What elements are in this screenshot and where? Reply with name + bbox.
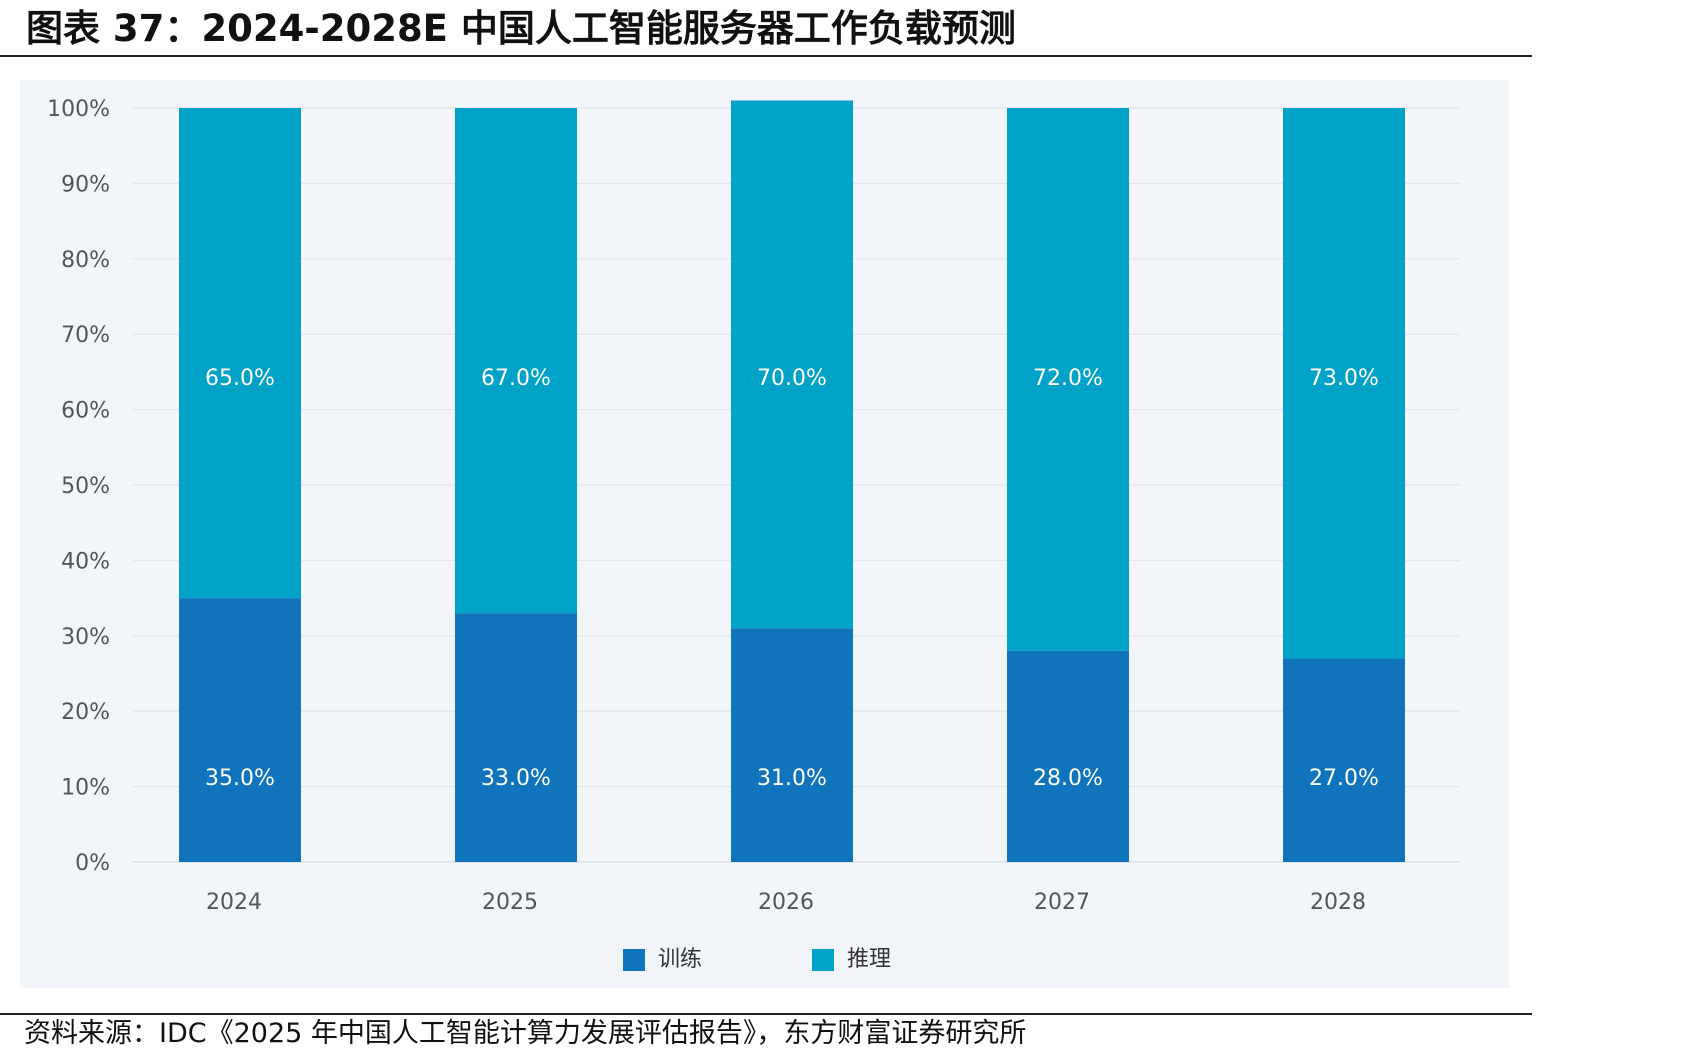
data-label: 27.0%	[1309, 766, 1379, 791]
bar-segment-training	[731, 628, 853, 862]
y-tick-label: 60%	[61, 399, 110, 424]
bar-segment-training	[1007, 650, 1129, 862]
y-tick-label: 90%	[61, 172, 110, 197]
data-label: 33.0%	[481, 766, 551, 791]
data-label: 35.0%	[205, 766, 275, 791]
y-tick-label: 0%	[75, 851, 110, 876]
legend-swatch-inference	[812, 949, 834, 971]
y-tick-label: 40%	[61, 549, 110, 574]
y-tick-label: 10%	[61, 776, 110, 801]
bar-segment-training	[1283, 658, 1405, 862]
legend-swatch-training	[623, 949, 645, 971]
y-tick-label: 20%	[61, 700, 110, 725]
y-tick-label: 100%	[47, 97, 110, 122]
y-tick-label: 80%	[61, 248, 110, 273]
data-label: 72.0%	[1033, 366, 1103, 391]
bar-segment-inference	[1007, 108, 1129, 651]
data-label: 28.0%	[1033, 766, 1103, 791]
x-tick-label: 2025	[482, 890, 538, 915]
data-label: 31.0%	[757, 766, 827, 791]
bar-segment-inference	[731, 100, 853, 629]
data-label: 73.0%	[1309, 366, 1379, 391]
legend-label-inference: 推理	[847, 947, 892, 972]
y-tick-label: 50%	[61, 474, 110, 499]
x-tick-label: 2024	[206, 890, 262, 915]
bar-segment-training	[455, 613, 577, 862]
data-label: 65.0%	[205, 366, 275, 391]
legend-item-inference: 推理	[812, 945, 891, 975]
x-tick-label: 2028	[1310, 890, 1366, 915]
data-label: 67.0%	[481, 366, 551, 391]
bar-segment-inference	[1283, 108, 1405, 659]
chart-title: 图表 37：2024-2028E 中国人工智能服务器工作负载预测	[26, 7, 1016, 50]
y-tick-label: 70%	[61, 323, 110, 348]
x-tick-label: 2026	[758, 890, 814, 915]
bar-segment-training	[179, 598, 301, 862]
source-note: 资料来源：IDC《2025 年中国人工智能计算力发展评估报告》，东方财富证券研究…	[24, 1018, 1027, 1049]
bar-segment-inference	[179, 108, 301, 599]
legend-item-training: 训练	[623, 945, 702, 975]
data-label: 70.0%	[757, 366, 827, 391]
title-divider	[0, 55, 1532, 57]
legend-label-training: 训练	[658, 947, 703, 972]
y-tick-label: 30%	[61, 625, 110, 650]
x-tick-label: 2027	[1034, 890, 1090, 915]
source-divider	[0, 1013, 1532, 1015]
bar-segment-inference	[455, 108, 577, 614]
